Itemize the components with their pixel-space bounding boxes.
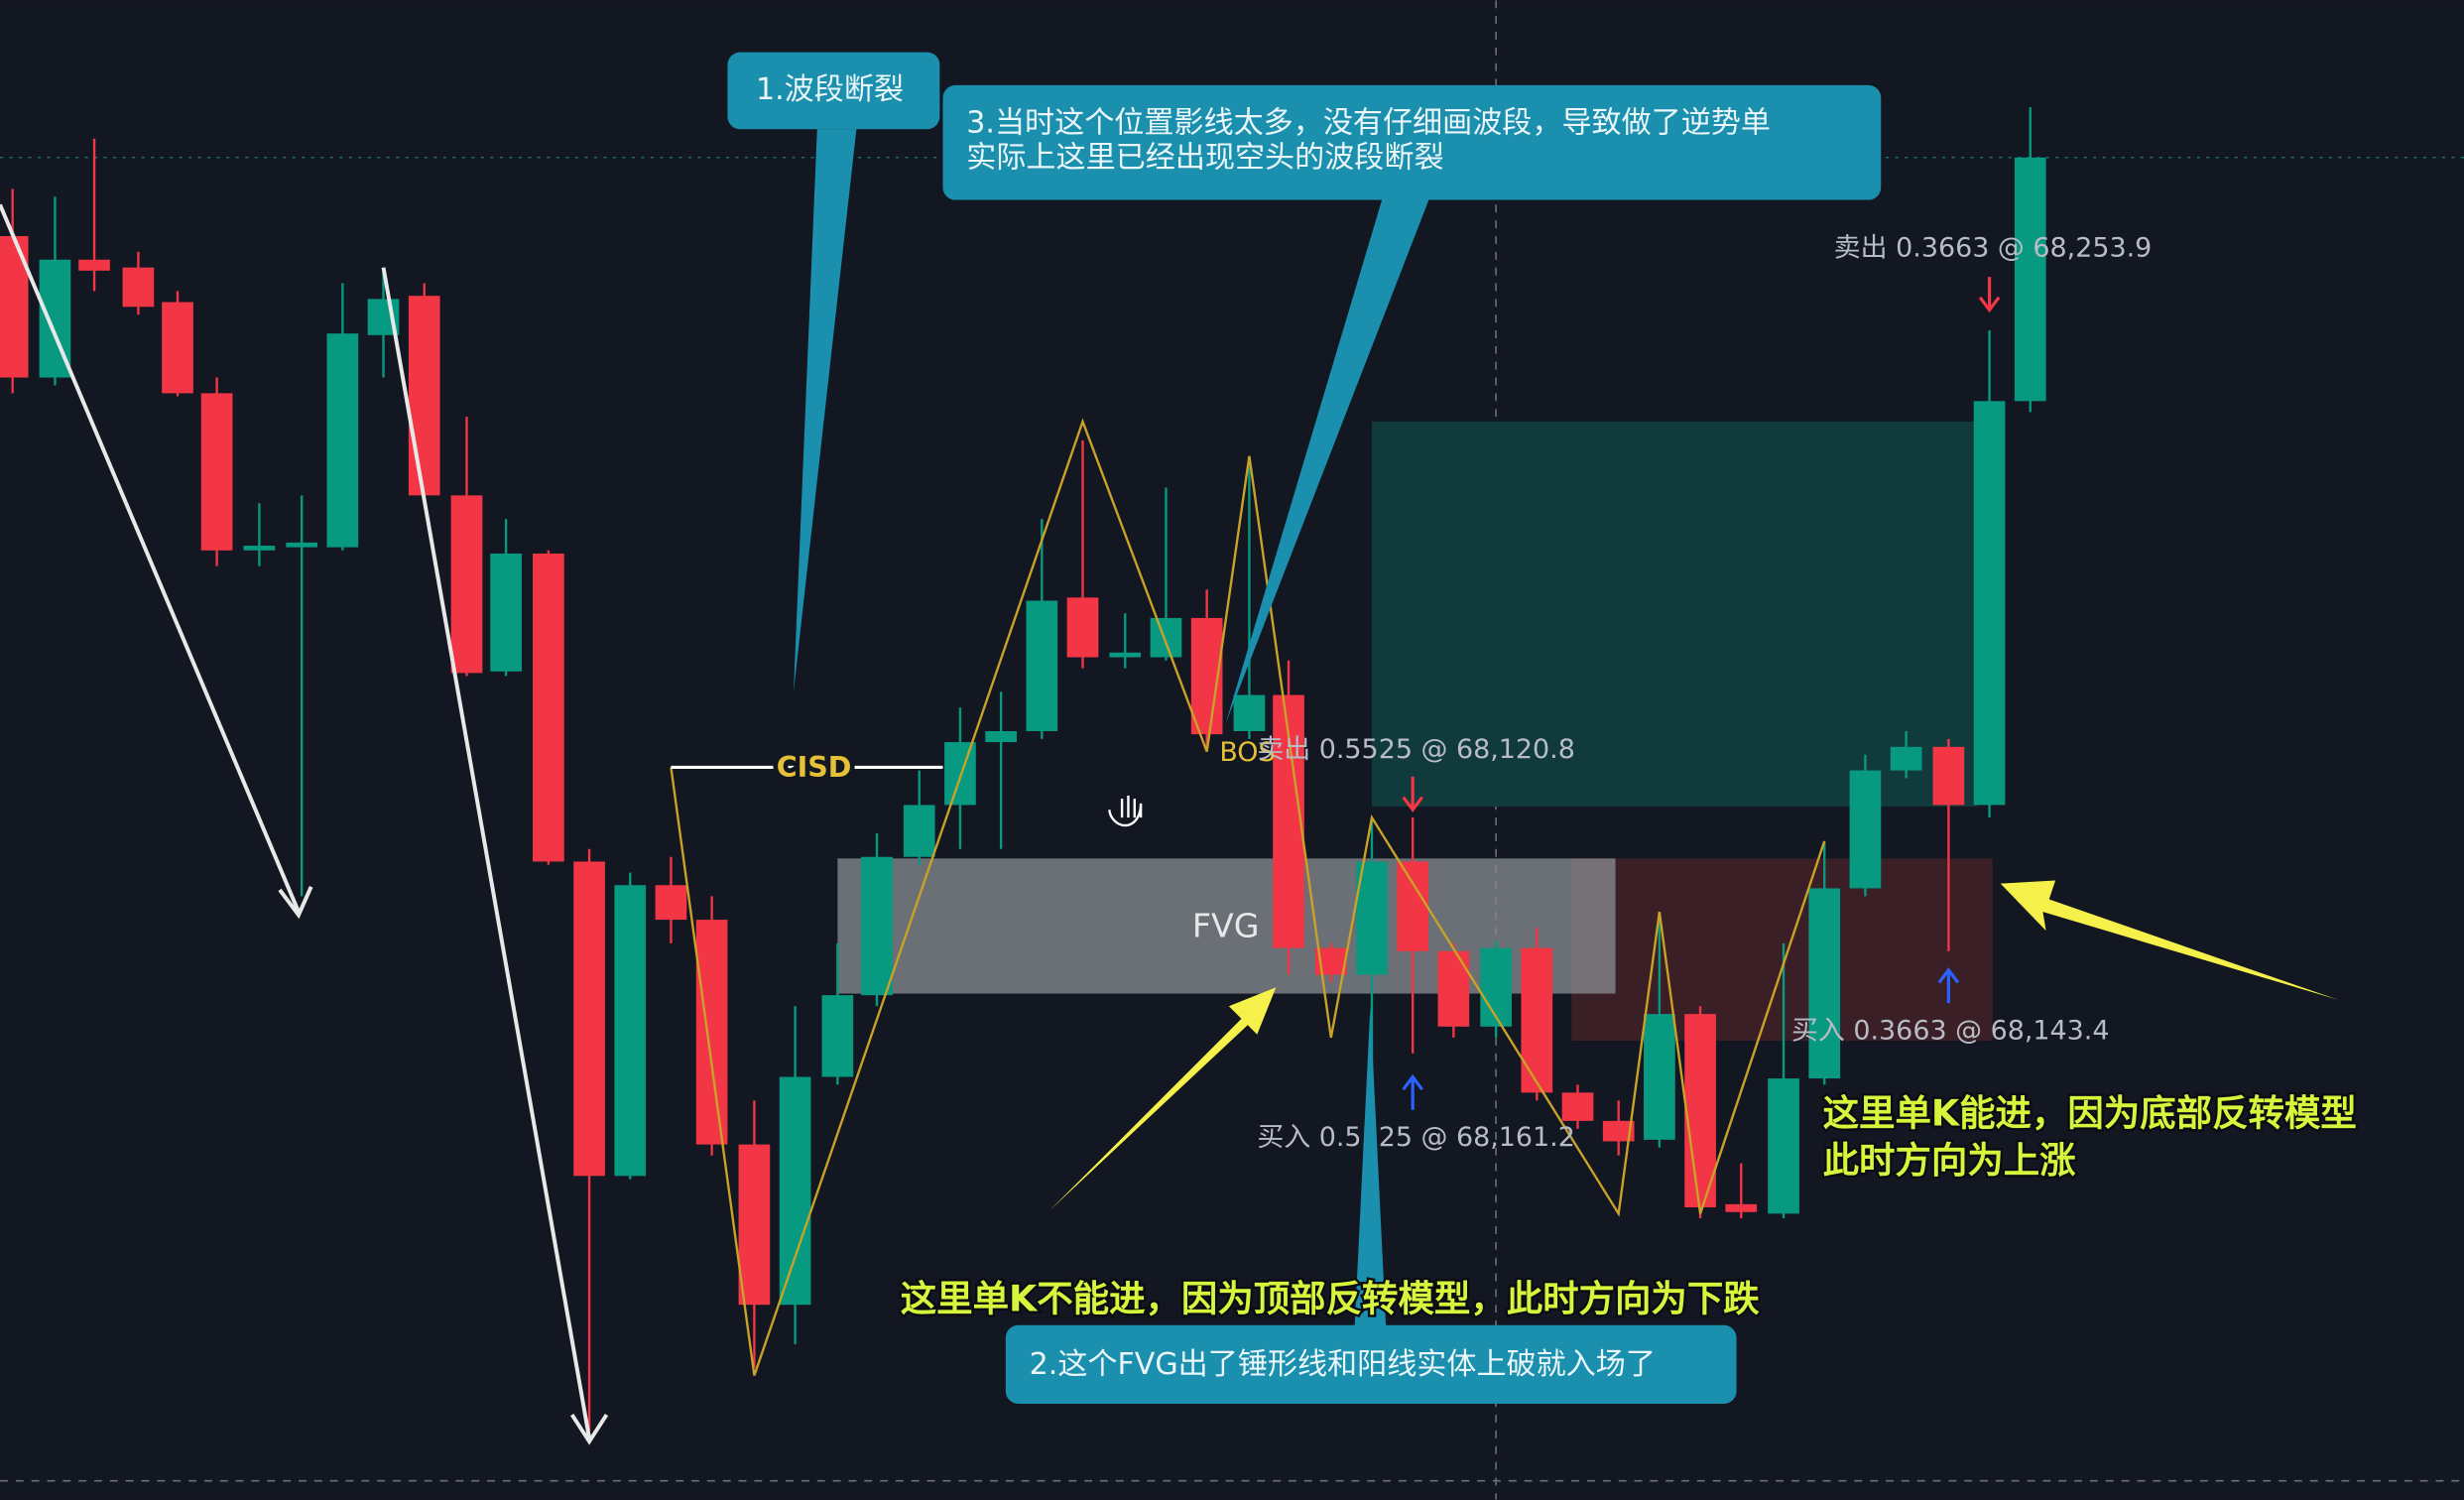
loss-zone — [1571, 858, 1993, 1042]
candle-body — [821, 995, 854, 1077]
candle-body — [2014, 157, 2046, 402]
candle-body — [286, 542, 318, 548]
candle-body — [1109, 652, 1142, 658]
candle-body — [903, 805, 935, 857]
candle-body — [1521, 947, 1553, 1093]
trade-label: 卖出 0.5525 @ 68,120.8 — [1257, 734, 1575, 765]
candle-body — [1768, 1078, 1799, 1214]
swing-line — [0, 203, 301, 913]
candle-body — [1973, 401, 2006, 806]
candle-body — [1684, 1014, 1716, 1207]
candle-body — [1644, 1014, 1675, 1140]
note-text: 这里单K能进，因为底部反转模型 — [1823, 1092, 2357, 1135]
candle-body — [1480, 947, 1512, 1027]
sell-arrow — [1978, 277, 2001, 313]
candle-body — [779, 1076, 811, 1306]
note-text: 此时方向为上涨 — [1823, 1139, 2077, 1182]
candle-body — [695, 920, 728, 1145]
candle-body — [1932, 746, 1965, 806]
sell-arrow — [1402, 776, 1423, 812]
candle-body — [1026, 600, 1058, 731]
candle-body — [408, 296, 440, 496]
cisd-label: CISD — [777, 751, 852, 784]
callout-text: 1.波段断裂 — [756, 72, 904, 107]
callout-pointer — [1354, 1006, 1387, 1328]
callout-box — [727, 52, 940, 130]
candle-body — [944, 742, 976, 806]
candle-body — [1397, 861, 1429, 951]
candle-body — [614, 885, 647, 1177]
callout-box — [1005, 1324, 1737, 1405]
candle-body — [450, 495, 483, 674]
swing-line — [381, 267, 592, 1439]
candle-body — [573, 861, 605, 1177]
swing-arrows — [0, 203, 609, 1445]
yellow-arrow — [1049, 987, 1277, 1211]
profit-zone — [1371, 421, 1977, 808]
candle-body — [1150, 617, 1182, 658]
buy-arrow — [1937, 967, 1960, 1004]
arrow-head — [569, 1414, 609, 1445]
callout-text: 实际上这里已经出现空头的波段断裂 — [966, 140, 1443, 175]
candle-body — [655, 885, 687, 921]
candle-body — [738, 1144, 771, 1306]
callout-text: 3.当时这个位置影线太多，没有仔细画波段，导致做了逆势单 — [966, 105, 1771, 140]
cursor — [1108, 795, 1143, 827]
candle-body — [1066, 597, 1099, 658]
candle-body — [78, 259, 110, 271]
yellow-arrow — [2000, 880, 2339, 1000]
trade-label: 卖出 0.3663 @ 68,253.9 — [1834, 233, 2153, 264]
candle-body — [243, 546, 276, 551]
candle-body — [861, 856, 893, 996]
arrow-head — [278, 886, 313, 920]
candles — [0, 107, 2046, 1431]
candle-body — [1233, 694, 1266, 731]
candle-body — [122, 267, 155, 308]
candle-body — [326, 333, 359, 548]
candle-body — [1725, 1203, 1758, 1212]
candle-body — [985, 730, 1017, 743]
callout-text: 2.这个FVG出了锤形线和阳线实体上破就入场了 — [1030, 1347, 1656, 1382]
candle-body — [200, 393, 233, 551]
candle-body — [1890, 746, 1922, 771]
candle-body — [1561, 1092, 1594, 1121]
buy-arrow — [1402, 1073, 1423, 1110]
callout-box — [942, 84, 1882, 200]
note-text: 这里单K不能进，因为顶部反转模型，此时方向为下跌 — [901, 1278, 1761, 1320]
candle-body — [490, 553, 522, 672]
callout-pointer — [794, 129, 857, 692]
candle-body — [1849, 770, 1882, 889]
zigzag — [670, 418, 1826, 1376]
trade-markers: 卖出 0.3663 @ 68,253.9 卖出 0.5525 @ 68,120.… — [1257, 233, 2152, 1154]
trade-label: 买入 0.5525 @ 68,161.2 — [1257, 1122, 1575, 1153]
bos-label: BOS — [1219, 737, 1275, 768]
fvg-label: FVG — [1192, 907, 1260, 945]
candle-body — [1808, 888, 1841, 1079]
candle-body — [1602, 1120, 1635, 1142]
candle-body — [533, 553, 564, 862]
candle-body — [162, 302, 193, 394]
trade-label: 买入 0.3663 @ 68,143.4 — [1791, 1015, 2110, 1046]
candle-body — [1437, 950, 1470, 1027]
